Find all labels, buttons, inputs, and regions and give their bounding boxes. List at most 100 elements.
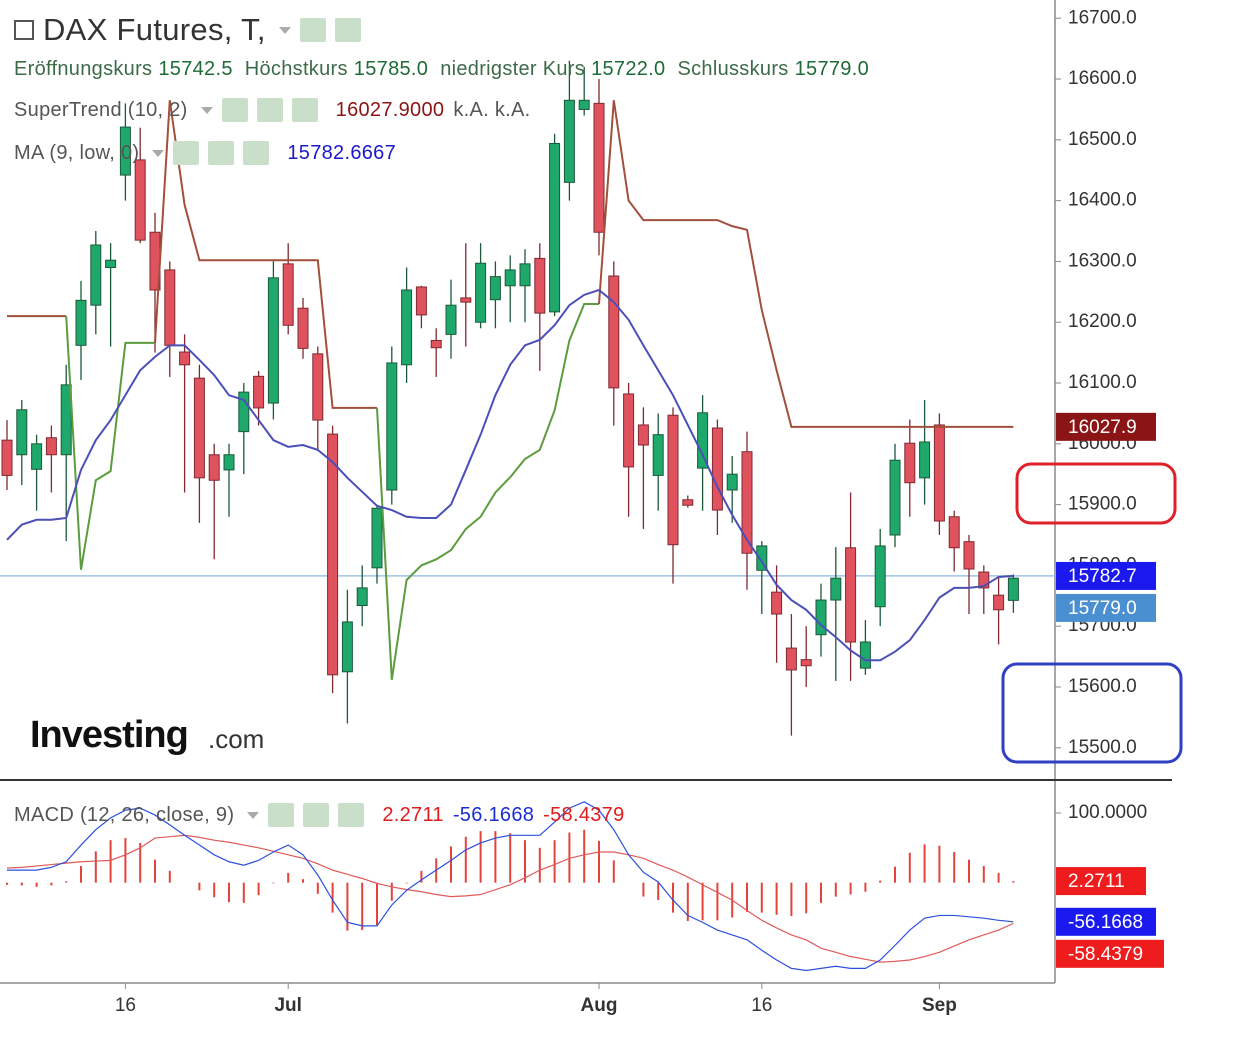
candle-body: [16, 409, 28, 456]
candle-body: [475, 262, 487, 323]
dropdown-caret[interactable]: [200, 106, 213, 114]
ohlc-name: Schlusskurs: [677, 58, 789, 80]
remove-icon[interactable]: [338, 803, 365, 827]
supertrend-connector: [65, 316, 82, 570]
eye-icon[interactable]: [299, 18, 326, 42]
remove-icon[interactable]: [291, 98, 318, 122]
candle-body: [578, 99, 590, 110]
macd-value: -56.1668: [452, 803, 535, 826]
candle-body: [623, 393, 635, 468]
candle-body: [978, 571, 990, 589]
price-label-box: [1056, 561, 1156, 590]
price-label: 15782.7: [1068, 566, 1137, 587]
candle-body: [356, 587, 368, 607]
ohlc-name: niedrigster Kurs: [440, 58, 586, 80]
candle-body: [963, 541, 975, 570]
candle-body: [193, 377, 205, 479]
candle-body: [608, 275, 620, 389]
candle-body: [741, 451, 753, 554]
indicator-name: MACD (12, 26, close, 9): [14, 803, 235, 826]
price-label: -58.4379: [1068, 944, 1143, 965]
settings-icon[interactable]: [303, 803, 330, 827]
x-tick-label: 16: [115, 995, 136, 1016]
signal-line: [6, 834, 1014, 963]
y-tick-label: 100.0000: [1068, 802, 1147, 823]
price-label: 2.2711: [1068, 871, 1125, 892]
candle-body: [223, 454, 235, 471]
histogram-value: 2.2711: [382, 803, 444, 826]
annotation-box-red: [1015, 462, 1177, 525]
candle-body: [312, 353, 324, 421]
dropdown-caret[interactable]: [247, 811, 260, 819]
candle-body: [948, 516, 960, 549]
y-tick-label: 16400.0: [1068, 190, 1137, 211]
ohlc-value: 15779.0: [794, 58, 869, 80]
x-tick-label: Sep: [922, 995, 957, 1016]
candle-body: [31, 443, 43, 470]
eye-icon[interactable]: [173, 141, 200, 165]
candle-body: [504, 269, 516, 287]
indicator-value: 16027.9000: [335, 98, 445, 121]
settings-icon[interactable]: [256, 98, 283, 122]
price-label-box: [1056, 907, 1156, 936]
remove-icon[interactable]: [243, 141, 270, 165]
candle-body: [637, 424, 649, 446]
y-tick-label: 16100.0: [1068, 372, 1137, 393]
y-tick-label: 15900.0: [1068, 494, 1137, 515]
candle-body: [859, 641, 871, 669]
candle-body: [830, 577, 842, 601]
x-tick-label: Aug: [581, 995, 618, 1016]
candle-body: [519, 263, 531, 287]
ma-line: [6, 288, 1014, 662]
candle-body: [667, 414, 679, 546]
candle-body: [134, 159, 146, 241]
macd-line: [7, 801, 1014, 972]
plot-layer: 15500.015600.015700.015800.015900.016000…: [0, 7, 1164, 1016]
candle-body: [371, 507, 383, 569]
candle-body: [282, 263, 294, 326]
collapse-toggle[interactable]: [14, 20, 34, 40]
candle-body: [164, 269, 176, 346]
candle-body: [845, 547, 857, 643]
ohlc-value: 15785.0: [353, 58, 429, 80]
x-tick-label: 16: [751, 995, 772, 1016]
y-tick-label: 16300.0: [1068, 250, 1137, 271]
candle-body: [785, 647, 797, 671]
ma-legend: MA (9, low, 0) 15782.6667: [14, 141, 405, 165]
candle-body: [593, 102, 605, 233]
price-label: -56.1668: [1068, 912, 1143, 933]
annotation-box-blue: [1001, 662, 1183, 764]
indicator-extra: k.A. k.A.: [453, 98, 531, 121]
candle-body: [179, 351, 191, 366]
eye-icon[interactable]: [268, 803, 295, 827]
candle-body: [430, 339, 442, 349]
candle-body: [445, 304, 457, 335]
candle-body: [1, 439, 13, 476]
supertrend-connector: [598, 100, 615, 305]
candle-body: [652, 434, 664, 476]
supertrend-connector: [154, 100, 171, 343]
price-label-box: [1056, 867, 1146, 896]
settings-icon[interactable]: [208, 141, 235, 165]
candle-body: [45, 437, 57, 456]
candle-body: [105, 259, 117, 268]
dropdown-caret[interactable]: [278, 26, 291, 34]
candle-body: [386, 362, 398, 491]
candle-body: [771, 591, 783, 615]
ohlc-name: Eröffnungskurs: [14, 58, 153, 80]
supertrend-line: [390, 302, 599, 680]
supertrend-line: [612, 100, 1014, 428]
price-label-box: [1056, 593, 1156, 622]
dropdown-caret[interactable]: [152, 149, 165, 157]
x-tick-label: Jul: [274, 995, 301, 1016]
ohlc-value: 15742.5: [158, 58, 233, 80]
candle-body: [341, 621, 353, 673]
candle-body: [327, 433, 339, 676]
eye-icon[interactable]: [221, 98, 248, 122]
candle-body: [815, 599, 827, 636]
candle-body: [75, 299, 87, 346]
candle-body: [800, 659, 812, 667]
settings-icon[interactable]: [334, 18, 361, 42]
y-tick-label: 16700.0: [1068, 7, 1137, 28]
candle-body: [253, 375, 265, 409]
